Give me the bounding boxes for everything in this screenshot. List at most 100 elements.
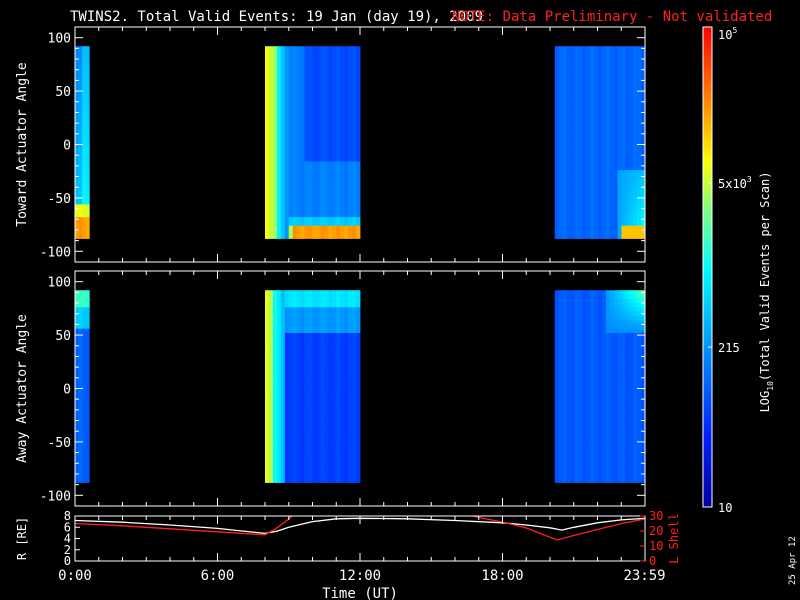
heatmap-cell: [280, 307, 286, 312]
heatmap-cell: [356, 106, 361, 111]
heatmap-cell: [558, 324, 563, 330]
heatmap-cell: [613, 204, 618, 209]
heatmap-cell: [593, 478, 599, 483]
heatmap-cell: [629, 165, 634, 171]
heatmap-cell: [597, 221, 603, 227]
heatmap-cell: [625, 174, 630, 180]
heatmap-cell: [272, 456, 278, 462]
heatmap-cell: [348, 478, 353, 483]
heatmap-cell: [348, 229, 353, 235]
heatmap-cell: [574, 345, 579, 351]
heatmap-cell: [637, 435, 642, 441]
heatmap-cell: [356, 298, 361, 304]
heatmap-cell: [558, 418, 563, 424]
heatmap-cell: [320, 426, 325, 432]
heatmap-cell: [562, 170, 567, 175]
heatmap-cell: [621, 54, 626, 60]
heatmap-cell: [85, 140, 90, 145]
heatmap-cell: [280, 388, 286, 394]
heatmap-cell: [570, 229, 575, 235]
heatmap-cell: [78, 157, 83, 162]
heatmap-cell: [328, 358, 333, 364]
heatmap-cell: [272, 225, 278, 231]
heatmap-cell: [625, 50, 630, 56]
heatmap-cell: [629, 101, 634, 107]
heatmap-cell: [570, 461, 575, 466]
heatmap-cell: [316, 311, 321, 317]
heatmap-cell: [633, 465, 638, 471]
heatmap-cell: [292, 298, 298, 304]
heatmap-cell: [597, 182, 603, 188]
heatmap-cell: [272, 384, 278, 389]
heatmap-cell: [570, 93, 575, 98]
heatmap-cell: [566, 93, 571, 98]
heatmap-cell: [586, 294, 591, 300]
heatmap-cell: [340, 401, 345, 406]
heatmap-cell: [312, 439, 317, 445]
heatmap-cell: [574, 315, 579, 321]
heatmap-cell: [284, 405, 290, 411]
heatmap-cell: [85, 50, 90, 56]
heatmap-cell: [629, 234, 634, 239]
heatmap-cell: [597, 307, 603, 312]
heatmap-cell: [562, 315, 567, 321]
right-y-tick-label: 20: [649, 524, 663, 538]
heatmap-cell: [304, 123, 309, 128]
heatmap-cell: [284, 208, 290, 214]
heatmap-cell: [272, 397, 278, 402]
heatmap-cell: [280, 465, 286, 471]
heatmap-cell: [78, 165, 83, 171]
heatmap-cell: [276, 80, 282, 86]
heatmap-cell: [312, 388, 317, 394]
heatmap-cell: [566, 332, 571, 338]
heatmap-cell: [340, 50, 345, 56]
heatmap-cell: [340, 362, 345, 368]
heatmap-cell: [590, 452, 595, 458]
heatmap-cell: [268, 46, 274, 51]
y-tick-label: 50: [55, 329, 71, 344]
heatmap-cell: [352, 217, 357, 222]
heatmap-cell: [348, 350, 353, 355]
heatmap-cell: [272, 46, 278, 51]
heatmap-cell: [609, 345, 614, 351]
heatmap-cell: [621, 345, 626, 351]
heatmap-cell: [280, 439, 286, 445]
heatmap-cell: [641, 123, 646, 128]
heatmap-cell: [558, 174, 563, 180]
heatmap-cell: [625, 384, 630, 389]
heatmap-cell: [296, 208, 302, 214]
heatmap-cell: [304, 478, 309, 483]
heatmap-cell: [613, 303, 618, 308]
heatmap-cell: [597, 294, 603, 300]
heatmap-cell: [332, 140, 337, 145]
preliminary-note: NOTE: Data Preliminary - Not validated: [452, 9, 772, 25]
heatmap-cell: [348, 63, 353, 68]
heatmap-cell: [280, 367, 286, 372]
heatmap-cell: [352, 63, 357, 68]
heatmap-cell: [352, 298, 357, 304]
heatmap-cell: [356, 63, 361, 68]
heatmap-cell: [75, 187, 79, 192]
heatmap-cell: [304, 307, 309, 312]
heatmap-cell: [78, 153, 83, 158]
left-y-tick-label: 0: [64, 554, 71, 568]
heatmap-cell: [629, 153, 634, 158]
heatmap-cell: [554, 328, 560, 334]
heatmap-cell: [597, 388, 603, 394]
heatmap-cell: [292, 307, 298, 312]
heatmap-cell: [586, 358, 591, 364]
heatmap-cell: [578, 397, 583, 402]
heatmap-cell: [582, 153, 587, 158]
heatmap-cell: [554, 135, 560, 141]
heatmap-cell: [292, 225, 298, 231]
heatmap-cell: [272, 328, 278, 334]
heatmap-cell: [348, 401, 353, 406]
heatmap-cell: [625, 422, 630, 428]
heatmap-cell: [352, 337, 357, 342]
heatmap-cell: [617, 401, 622, 406]
heatmap-cell: [633, 426, 638, 432]
heatmap-cell: [292, 46, 298, 51]
heatmap-cell: [312, 294, 317, 300]
heatmap-cell: [597, 350, 603, 355]
heatmap-cell: [340, 63, 345, 68]
